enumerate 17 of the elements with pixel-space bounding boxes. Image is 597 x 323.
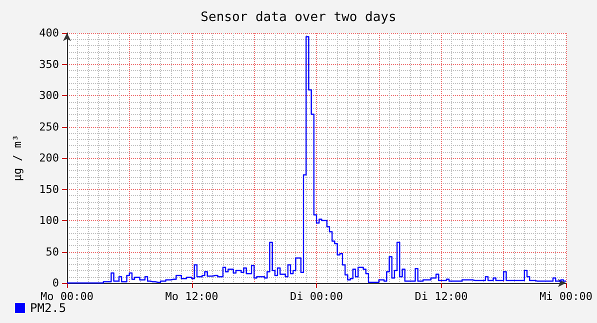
y-tick-label: 150 bbox=[39, 182, 59, 196]
y-tick-label: 300 bbox=[39, 89, 59, 102]
x-tick-label: Di 00:00 bbox=[290, 290, 343, 303]
y-tick-label: 50 bbox=[46, 245, 59, 258]
x-tick-label: Mo 12:00 bbox=[165, 290, 218, 303]
y-tick-label: 0 bbox=[52, 276, 59, 290]
y-tick-label: 250 bbox=[39, 120, 59, 134]
y-tick-label: 200 bbox=[39, 152, 59, 164]
legend-label: PM2.5 bbox=[30, 301, 66, 315]
y-tick-label: 350 bbox=[39, 58, 59, 71]
x-tick-label: Mo 00:00 bbox=[40, 290, 94, 303]
y-tick-label: 400 bbox=[39, 26, 59, 40]
x-tick-label: Di 12:00 bbox=[414, 290, 468, 303]
chart-title: Sensor data over two days bbox=[200, 10, 396, 25]
y-axis-title: µg / m³ bbox=[11, 134, 24, 182]
y-tick-label: 100 bbox=[39, 214, 59, 227]
x-tick-label: Mi 00:00 bbox=[540, 290, 592, 303]
